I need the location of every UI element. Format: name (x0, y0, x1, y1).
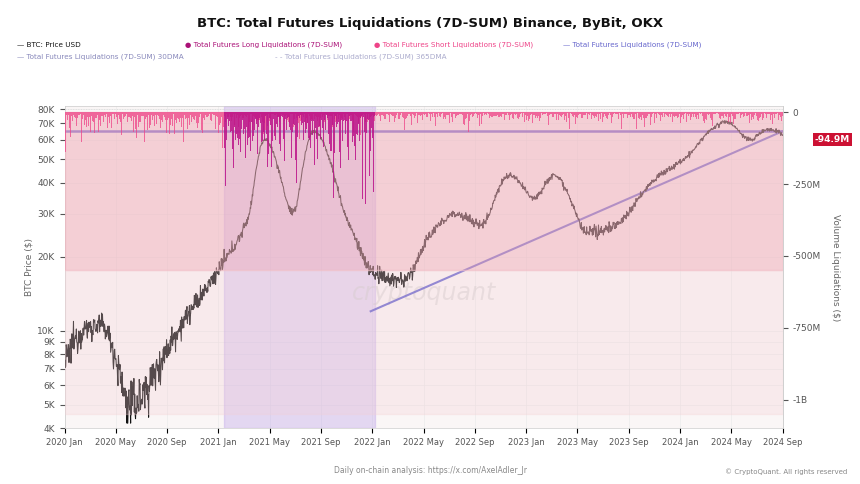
Text: — Total Futures Liquidations (7D-SUM) 30DMA: — Total Futures Liquidations (7D-SUM) 30… (17, 54, 184, 60)
Text: cryptoquant: cryptoquant (352, 281, 495, 305)
Text: — BTC: Price USD: — BTC: Price USD (17, 42, 81, 47)
Text: — Total Futures Liquidations (7D-SUM): — Total Futures Liquidations (7D-SUM) (563, 41, 702, 48)
Text: © CryptoQuant. All rights reserved: © CryptoQuant. All rights reserved (725, 469, 847, 475)
Text: ● Total Futures Long Liquidations (7D-SUM): ● Total Futures Long Liquidations (7D-SU… (185, 41, 342, 48)
Text: -94.9M: -94.9M (815, 135, 851, 144)
Text: BTC: Total Futures Liquidations (7D-SUM) Binance, ByBit, OKX: BTC: Total Futures Liquidations (7D-SUM)… (197, 17, 663, 30)
Y-axis label: Volume Liquidations ($): Volume Liquidations ($) (831, 214, 840, 321)
Text: ● Total Futures Short Liquidations (7D-SUM): ● Total Futures Short Liquidations (7D-S… (374, 41, 533, 48)
Bar (64, 270, 783, 414)
Text: Daily on-chain analysis: https://x.com/AxelAdler_Jr: Daily on-chain analysis: https://x.com/A… (334, 466, 526, 475)
Y-axis label: BTC Price ($): BTC Price ($) (24, 239, 34, 296)
Bar (64, 112, 783, 270)
Text: - - Total Futures Liquidations (7D-SUM) 365DMA: - - Total Futures Liquidations (7D-SUM) … (275, 54, 447, 60)
Bar (224, 106, 375, 428)
